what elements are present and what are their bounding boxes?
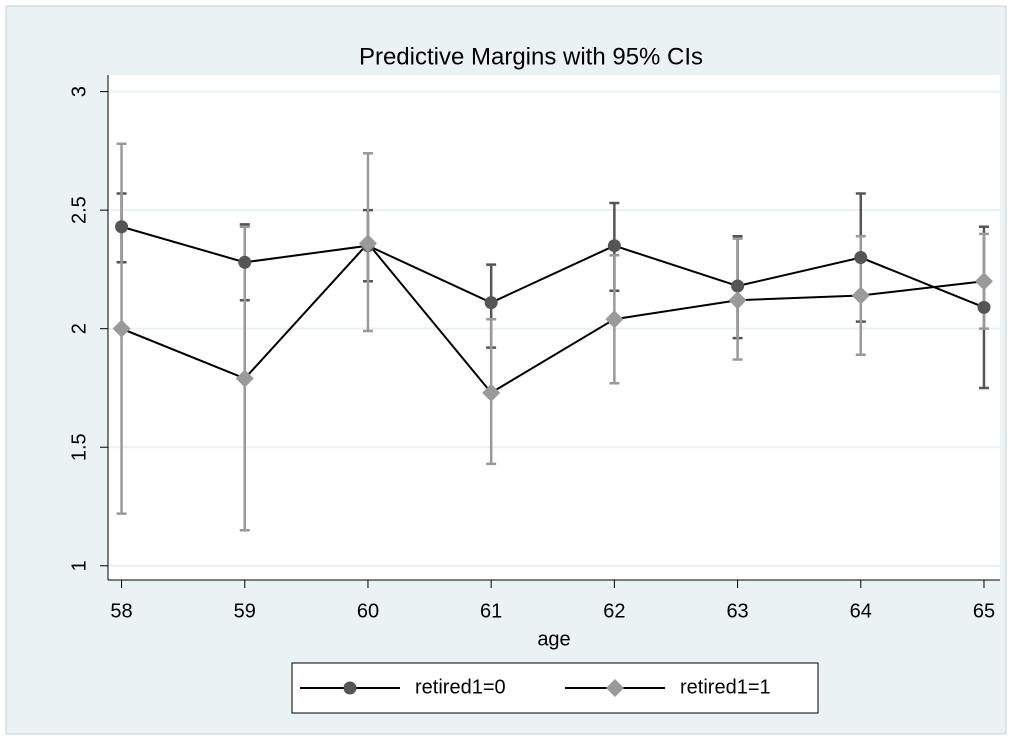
marker bbox=[238, 255, 252, 269]
marker bbox=[358, 234, 377, 253]
x-tick-label: 61 bbox=[480, 600, 502, 622]
marker bbox=[854, 251, 868, 265]
x-axis-label: age bbox=[537, 628, 570, 650]
y-tick-label: 2 bbox=[68, 323, 90, 334]
x-tick-label: 63 bbox=[726, 600, 748, 622]
marker bbox=[112, 319, 131, 338]
marker bbox=[484, 296, 498, 310]
y-tick-label: 1 bbox=[68, 560, 90, 571]
marker bbox=[728, 291, 747, 310]
y-tick-label: 1.5 bbox=[68, 433, 90, 461]
marker bbox=[607, 239, 621, 253]
marker bbox=[115, 220, 129, 234]
marker bbox=[974, 272, 993, 291]
x-tick-label: 65 bbox=[973, 600, 995, 622]
series-line bbox=[121, 225, 985, 309]
x-tick-label: 62 bbox=[603, 600, 625, 622]
y-tick-label: 3 bbox=[68, 86, 90, 97]
x-tick-label: 58 bbox=[110, 600, 132, 622]
marker bbox=[731, 279, 745, 293]
marker bbox=[977, 300, 991, 314]
legend-marker bbox=[343, 681, 357, 695]
marker bbox=[851, 286, 870, 305]
marker bbox=[605, 310, 624, 329]
x-tick-label: 60 bbox=[357, 600, 379, 622]
x-tick-label: 64 bbox=[850, 600, 872, 622]
y-tick-label: 2.5 bbox=[68, 196, 90, 224]
series-line bbox=[121, 241, 985, 394]
x-tick-label: 59 bbox=[234, 600, 256, 622]
plot-area bbox=[108, 75, 1000, 580]
marker bbox=[482, 383, 501, 402]
legend-marker bbox=[606, 679, 624, 697]
legend-label: retired1=0 bbox=[415, 676, 506, 698]
chart-title: Predictive Margins with 95% CIs bbox=[359, 43, 703, 70]
marker bbox=[235, 369, 254, 388]
legend-label: retired1=1 bbox=[680, 676, 771, 698]
